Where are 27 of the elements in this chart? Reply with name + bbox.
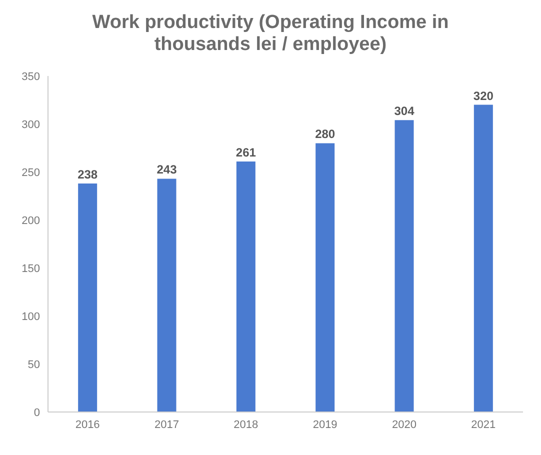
data-label: 320 <box>473 88 494 103</box>
data-label: 304 <box>394 104 415 118</box>
x-tick-label: 2016 <box>75 418 100 431</box>
bar <box>474 104 493 412</box>
y-tick-label: 300 <box>22 118 40 131</box>
y-tick-label: 100 <box>22 310 40 323</box>
y-tick-label: 0 <box>34 406 40 419</box>
bar <box>316 143 335 412</box>
data-label: 280 <box>315 127 336 142</box>
y-tick-label: 350 <box>22 70 40 83</box>
bar <box>236 161 256 412</box>
data-label: 243 <box>156 162 178 177</box>
y-tick-label: 250 <box>22 166 40 179</box>
chart-title: Work productivity (Operating Income in thousands lei / employee) <box>91 11 450 56</box>
x-tick-label: 2021 <box>471 418 496 431</box>
x-tick-label: 2018 <box>234 418 258 431</box>
x-tick-label: 2017 <box>154 418 179 431</box>
y-tick-label: 200 <box>22 214 40 227</box>
y-tick-label: 150 <box>22 262 40 275</box>
x-tick-label: 2020 <box>392 418 416 431</box>
bar <box>394 120 414 412</box>
x-tick-label: 2019 <box>312 418 338 431</box>
data-label: 261 <box>236 145 256 160</box>
y-tick-label: 50 <box>28 358 40 371</box>
data-label: 238 <box>78 168 98 182</box>
bar <box>157 178 176 412</box>
bar <box>78 184 98 412</box>
